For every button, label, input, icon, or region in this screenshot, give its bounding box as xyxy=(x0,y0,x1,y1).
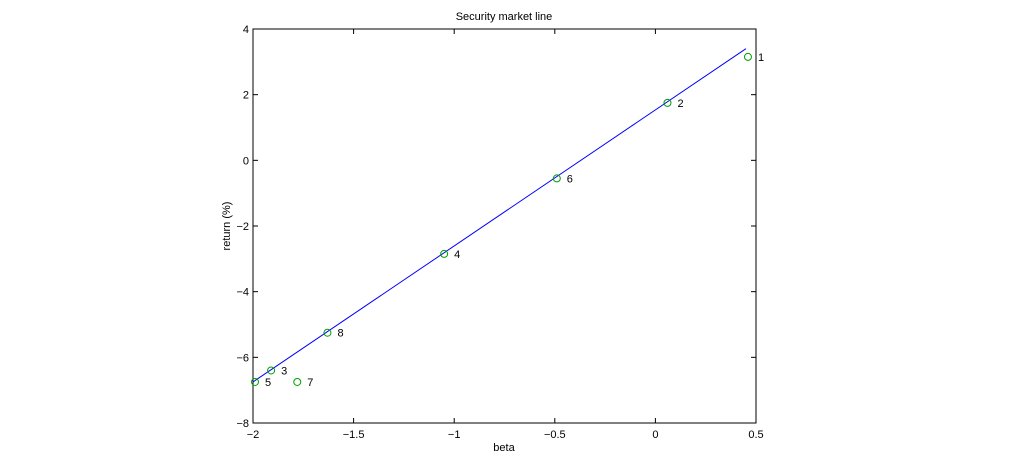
point-label-5: 5 xyxy=(265,377,271,389)
x-tick-label: −1.5 xyxy=(343,429,365,441)
chart-title: Security market line xyxy=(456,11,553,23)
y-tick-label: −8 xyxy=(236,418,249,430)
point-label-4: 4 xyxy=(454,249,460,261)
data-point-6 xyxy=(552,174,561,183)
point-label-8: 8 xyxy=(337,328,343,340)
y-tick-label: 2 xyxy=(243,90,249,102)
y-tick-label: −2 xyxy=(236,221,249,233)
point-label-7: 7 xyxy=(307,377,313,389)
data-point-1 xyxy=(743,52,752,61)
x-tick-label: −1 xyxy=(448,429,461,441)
point-label-1: 1 xyxy=(758,52,764,64)
point-label-6: 6 xyxy=(567,173,573,185)
x-tick-label: −0.5 xyxy=(544,429,566,441)
y-tick-label: 0 xyxy=(243,155,249,167)
data-point-8 xyxy=(323,328,332,337)
security-market-line xyxy=(252,48,747,383)
data-point-5 xyxy=(251,377,260,386)
plot-area: −2 −1.5 −1 −0.5 0 0.5 −8 −6 −4 −2 0 2 4 1 2 3 4 5 6 7 8 xyxy=(236,24,764,441)
x-axis-label: beta xyxy=(493,442,515,454)
data-point-7 xyxy=(293,377,302,386)
x-tick-label: 0.5 xyxy=(748,429,763,441)
point-label-3: 3 xyxy=(281,365,287,377)
y-tick-label: −6 xyxy=(236,352,249,364)
data-point-2 xyxy=(663,98,672,107)
point-label-2: 2 xyxy=(677,98,683,110)
x-tick-label: −2 xyxy=(247,429,260,441)
plot-frame xyxy=(252,28,757,424)
y-tick-label: 4 xyxy=(243,24,249,36)
x-tick-label: 0 xyxy=(652,429,658,441)
data-point-3 xyxy=(267,366,276,375)
y-axis-label: return (%) xyxy=(221,202,233,251)
y-tick-label: −4 xyxy=(236,287,249,299)
data-point-4 xyxy=(440,249,449,258)
